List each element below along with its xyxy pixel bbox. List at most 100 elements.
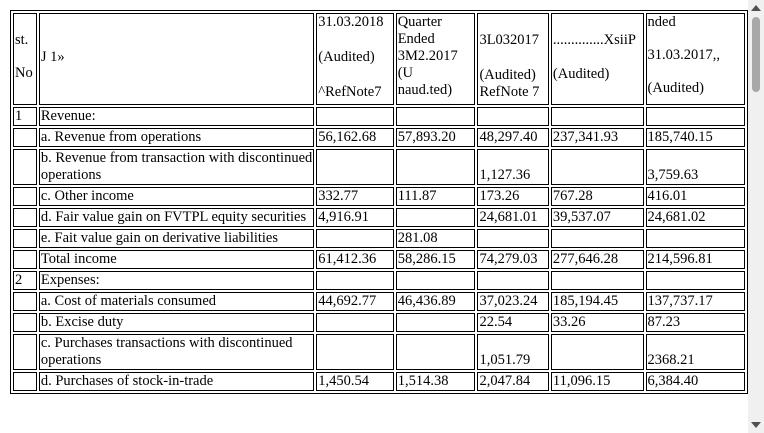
row-value [316, 149, 394, 185]
row-value [316, 229, 394, 248]
row-value: 74,279.03 [477, 250, 549, 269]
row-serial-no [13, 250, 37, 269]
header-quarter-31-03-2018: 31.03.2018 (Audited) ^RefNote7 [316, 13, 394, 105]
table-row: a. Revenue from operations 56,162.68 57,89… [13, 128, 745, 147]
row-value [550, 107, 644, 126]
row-value [316, 107, 394, 126]
header-serial-no: st. No [13, 13, 37, 105]
scroll-up-arrow-icon[interactable] [748, 0, 764, 16]
table-row: 2 Expenses: [13, 271, 745, 290]
table-row: e. Fait value gain on derivative liabili… [13, 229, 745, 248]
document-viewport: st. No J 1» 31.03.2018 (Audited) [10, 10, 748, 394]
vertical-scrollbar[interactable] [748, 0, 764, 433]
row-value [395, 334, 476, 370]
row-value [550, 149, 644, 185]
row-value: 237,341.93 [550, 128, 644, 147]
row-value: 214,596.81 [645, 250, 745, 269]
row-value: 6,384.40 [645, 372, 745, 391]
row-value [316, 334, 394, 370]
row-value [316, 271, 394, 290]
row-value [550, 334, 644, 370]
row-value [395, 313, 476, 332]
header-particulars: J 1» [38, 13, 315, 105]
row-serial-no [13, 313, 37, 332]
header-year-ended: ..............XsiiP (Audited) [550, 13, 644, 105]
row-value: 4,916.91 [316, 208, 394, 227]
row-value: 57,893.20 [395, 128, 476, 147]
row-serial-no [13, 208, 37, 227]
row-value: 1,127.36 [477, 149, 549, 185]
table-row: b. Revenue from transaction with discont… [13, 149, 745, 185]
row-serial-no: 2 [13, 271, 37, 290]
header-quarter-31-03-2017: 3L032017 (Audited) RefNote 7 [477, 13, 549, 105]
row-value: 185,740.15 [645, 128, 745, 147]
financial-results-table: st. No J 1» 31.03.2018 (Audited) [10, 10, 748, 394]
row-label: Total income [38, 250, 315, 269]
row-label: a. Revenue from operations [38, 128, 315, 147]
row-value: 37,023.24 [477, 292, 549, 311]
row-value: 137,737.17 [645, 292, 745, 311]
row-label: c. Purchases transactions with discontin… [38, 334, 315, 370]
row-serial-no [13, 149, 37, 185]
row-value [395, 107, 476, 126]
row-serial-no [13, 229, 37, 248]
table-row: Total income 61,412.36 58,286.15 74,279.03 2… [13, 250, 745, 269]
row-value: 1,450.54 [316, 372, 394, 391]
row-serial-no [13, 128, 37, 147]
scrollbar-thumb[interactable] [752, 17, 760, 92]
row-value [477, 271, 549, 290]
row-value: 111.87 [395, 187, 476, 206]
row-value: 2368.21 [645, 334, 745, 370]
row-value: 87.23 [645, 313, 745, 332]
row-label: d. Fair value gain on FVTPL equity secur… [38, 208, 315, 227]
row-value: 61,412.36 [316, 250, 394, 269]
table-row: a. Cost of materials consumed 44,692.77 46… [13, 292, 745, 311]
row-label: Revenue: [38, 107, 315, 126]
row-label: e. Fait value gain on derivative liabili… [38, 229, 315, 248]
row-value: 39,537.07 [550, 208, 644, 227]
row-serial-no: 1 [13, 107, 37, 126]
row-value: 3,759.63 [645, 149, 745, 185]
row-value: 332.77 [316, 187, 394, 206]
row-value: 281.08 [395, 229, 476, 248]
row-serial-no [13, 372, 37, 391]
row-serial-no [13, 187, 37, 206]
table-row: c. Other income 332.77 111.87 173.26 767.28 4… [13, 187, 745, 206]
row-value [395, 271, 476, 290]
table-row: 1 Revenue: [13, 107, 745, 126]
row-label: c. Other income [38, 187, 315, 206]
row-value: 33.26 [550, 313, 644, 332]
row-label: a. Cost of materials consumed [38, 292, 315, 311]
table-row: c. Purchases transactions with discontin… [13, 334, 745, 370]
row-value [395, 208, 476, 227]
row-value: 277,646.28 [550, 250, 644, 269]
row-value [645, 271, 745, 290]
row-value: 46,436.89 [395, 292, 476, 311]
row-value: 56,162.68 [316, 128, 394, 147]
table-row: d. Purchases of stock-in-trade 1,450.54 1,… [13, 372, 745, 391]
row-value: 11,096.15 [550, 372, 644, 391]
row-value [477, 229, 549, 248]
table-row: d. Fair value gain on FVTPL equity secur… [13, 208, 745, 227]
row-value: 24,681.01 [477, 208, 549, 227]
row-label: b. Excise duty [38, 313, 315, 332]
scroll-down-arrow-icon[interactable] [748, 417, 764, 433]
row-label: d. Purchases of stock-in-trade [38, 372, 315, 391]
row-value [395, 149, 476, 185]
row-value [550, 229, 644, 248]
row-value: 22.54 [477, 313, 549, 332]
header-quarter-ended: Quarter Ended 3M2.2017 (U naud.ted) [395, 13, 476, 105]
row-value: 185,194.45 [550, 292, 644, 311]
row-value: 767.28 [550, 187, 644, 206]
row-value: 416.01 [645, 187, 745, 206]
row-value: 173.26 [477, 187, 549, 206]
row-value: 24,681.02 [645, 208, 745, 227]
row-value [316, 313, 394, 332]
row-value: 1,514.38 [395, 372, 476, 391]
row-label: Expenses: [38, 271, 315, 290]
table-row: b. Excise duty 22.54 33.26 87.23 [13, 313, 745, 332]
row-serial-no [13, 292, 37, 311]
header-year-31-03-2017: nded 31.03.2017,, (Audited) [645, 13, 745, 105]
table-header-row: st. No J 1» 31.03.2018 (Audited) [13, 13, 745, 105]
row-value [645, 107, 745, 126]
